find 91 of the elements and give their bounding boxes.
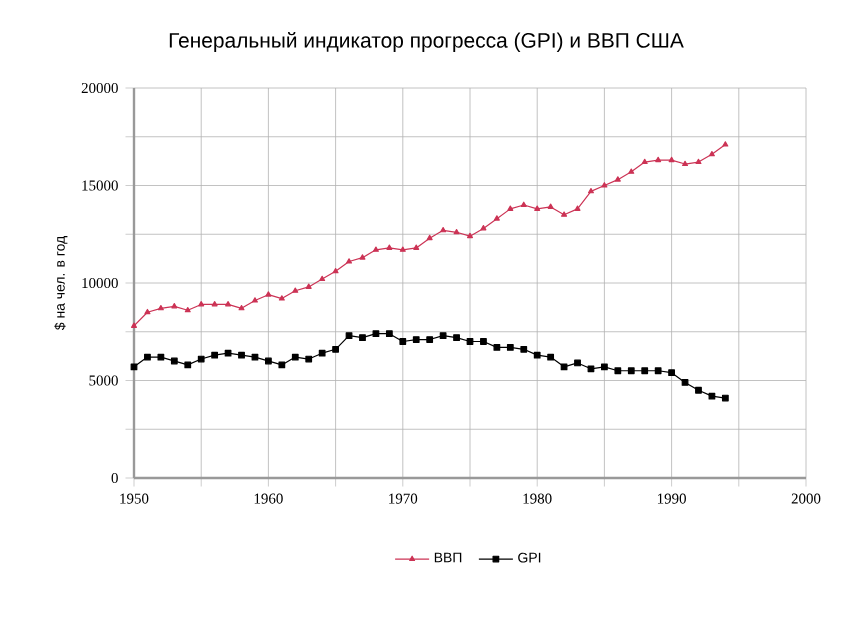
point (157, 353, 165, 361)
point (278, 295, 285, 301)
point (332, 267, 339, 274)
point (668, 369, 675, 377)
point (682, 160, 689, 167)
point (439, 332, 447, 340)
point (641, 367, 649, 375)
point (345, 332, 353, 340)
point (655, 156, 662, 163)
point (601, 363, 608, 371)
point (493, 215, 500, 221)
point (359, 254, 366, 260)
point (453, 228, 460, 235)
point (386, 244, 393, 250)
point (654, 367, 662, 375)
point (184, 361, 192, 369)
point (628, 168, 635, 174)
point (291, 353, 299, 361)
point (534, 205, 541, 211)
point (708, 150, 715, 157)
point (721, 394, 729, 402)
point (466, 232, 474, 239)
point (399, 338, 407, 345)
point (319, 275, 326, 282)
point (453, 334, 460, 341)
point (426, 234, 433, 241)
point (708, 392, 716, 400)
point (399, 246, 406, 252)
point (157, 304, 164, 311)
point (332, 345, 339, 353)
point (480, 338, 487, 345)
point (722, 141, 729, 147)
point (480, 225, 487, 231)
point (681, 379, 689, 386)
point (144, 353, 151, 361)
point (641, 158, 648, 165)
point (520, 201, 527, 207)
point (412, 336, 420, 343)
point (668, 156, 675, 163)
chart-title: Генеральный индикатор прогресса (GPI) и ВВП США (169, 32, 684, 52)
point (614, 367, 622, 375)
point (130, 363, 138, 371)
point (587, 365, 595, 373)
point (251, 353, 259, 361)
point (533, 351, 541, 359)
point (305, 283, 312, 289)
point (170, 357, 178, 365)
point (144, 308, 151, 315)
point (238, 304, 245, 311)
point (426, 336, 434, 343)
point (561, 211, 568, 217)
point (493, 343, 501, 351)
point (574, 205, 581, 211)
point (197, 355, 205, 363)
point (238, 351, 245, 359)
point (265, 357, 272, 365)
point (265, 291, 272, 297)
point (547, 353, 555, 361)
point (614, 176, 621, 182)
point (130, 322, 138, 328)
point (225, 301, 232, 307)
point (520, 345, 528, 353)
point (211, 301, 218, 307)
point (601, 182, 608, 188)
point (695, 158, 702, 165)
point (184, 306, 191, 313)
point (171, 303, 178, 309)
point (466, 338, 474, 345)
point (587, 187, 594, 194)
point (627, 367, 635, 375)
point (695, 386, 702, 394)
point (198, 301, 205, 307)
point (211, 351, 219, 359)
point (251, 297, 258, 303)
point (440, 226, 447, 233)
point (385, 330, 393, 338)
point (507, 205, 514, 211)
point (305, 355, 313, 363)
point (372, 246, 379, 252)
point (292, 287, 299, 293)
point (413, 244, 420, 250)
point (506, 343, 514, 351)
point (224, 349, 232, 357)
point (359, 334, 366, 341)
point (547, 203, 554, 209)
point (318, 349, 326, 357)
point (346, 258, 353, 264)
point (278, 361, 286, 369)
point (560, 363, 568, 371)
point (372, 330, 380, 338)
point (574, 359, 581, 367)
